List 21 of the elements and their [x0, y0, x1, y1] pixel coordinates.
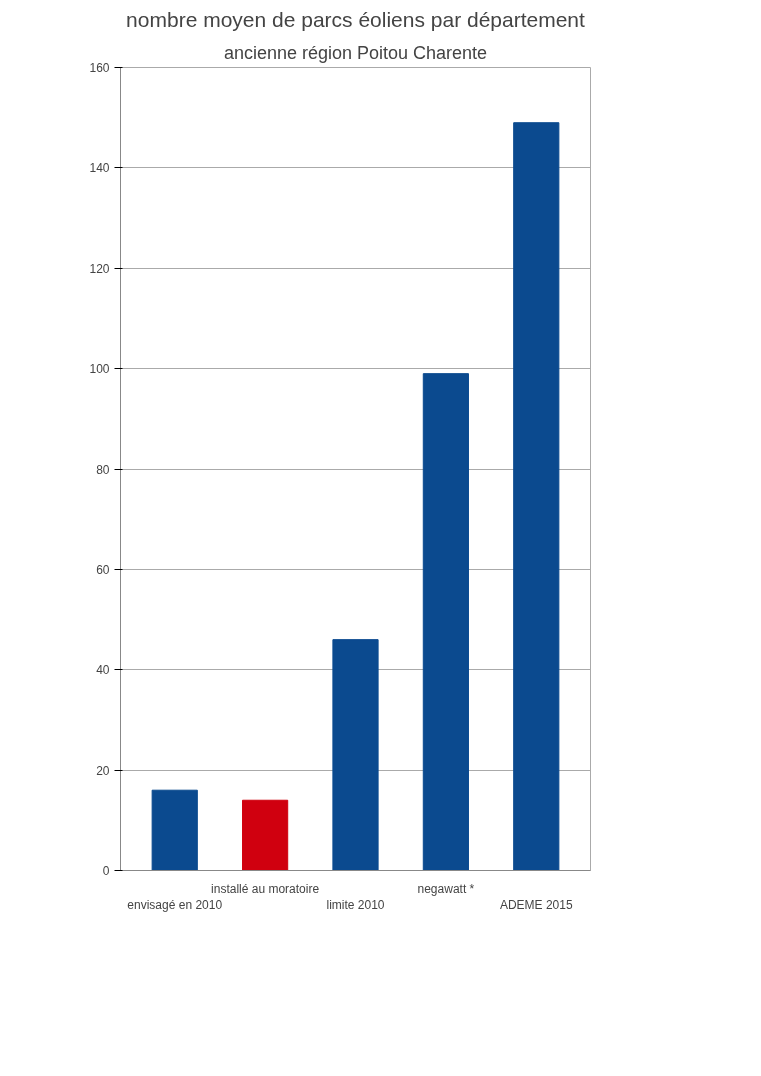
y-tick-label: 80	[96, 462, 110, 477]
x-tick-label: installé au moratoire	[211, 881, 320, 896]
y-tick-label: 100	[89, 362, 110, 377]
bar	[332, 639, 379, 871]
y-tick-label: 140	[89, 161, 110, 176]
y-tick-label: 20	[96, 763, 110, 778]
bar	[422, 373, 469, 871]
bar	[513, 122, 560, 871]
y-tick-label: 60	[96, 562, 110, 577]
bar	[151, 789, 198, 871]
x-tick-label: envisagé en 2010	[127, 898, 223, 913]
x-tick-label: limite 2010	[326, 898, 385, 913]
x-tick-label: ADEME 2015	[499, 898, 573, 913]
x-tick-label: negawatt *	[417, 881, 475, 896]
bar	[242, 799, 289, 871]
y-tick-label: 0	[102, 864, 110, 878]
chart-subtitle: ancienne région Poitou Charente	[223, 42, 488, 63]
y-tick-label: 40	[96, 663, 110, 678]
y-tick-label: 160	[89, 61, 110, 75]
chart-title: nombre moyen de parcs éoliens par département	[126, 7, 586, 31]
y-tick-label: 120	[89, 261, 110, 276]
